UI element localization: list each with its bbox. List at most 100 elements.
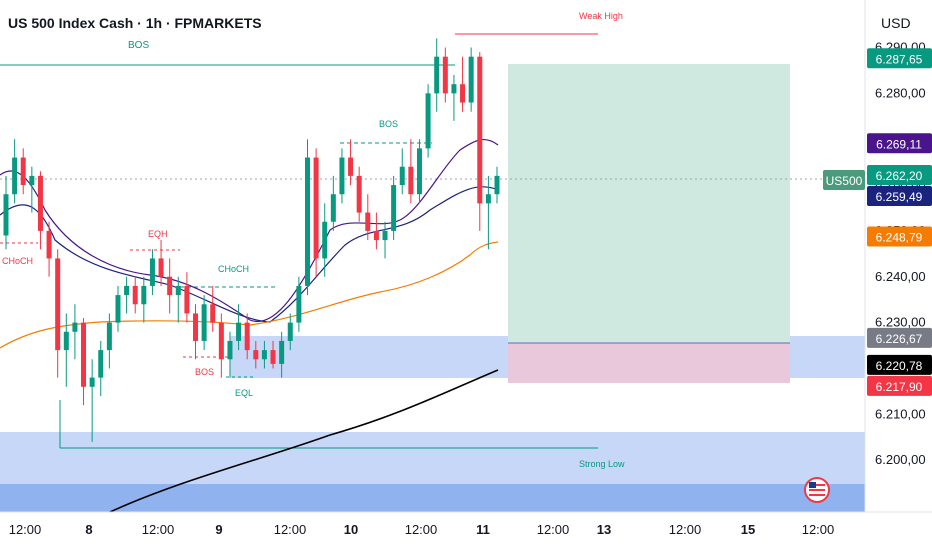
candle-body (46, 230, 52, 259)
candle-body (356, 175, 362, 213)
price-label-bg (867, 375, 932, 396)
candle-body (365, 212, 371, 231)
ema-mid-line (0, 138, 499, 323)
symbol-tag-bg (823, 170, 865, 190)
target-zone (508, 64, 790, 343)
candle-body (399, 166, 405, 186)
annotation-eqh: EQH (148, 229, 168, 239)
price-label: 6.287,65 (876, 52, 923, 66)
candle-body (29, 175, 35, 186)
candle-body (210, 304, 216, 323)
price-label: 6.217,90 (876, 380, 923, 394)
candle-body (373, 230, 379, 241)
candle-body (408, 166, 414, 195)
x-tick-label: 15 (741, 522, 755, 537)
price-label: 6.220,78 (876, 359, 923, 373)
x-tick-label: 8 (85, 522, 92, 537)
candle-body (63, 331, 69, 351)
x-tick-label: 10 (344, 522, 358, 537)
candle-body (485, 194, 491, 204)
candle-body (175, 285, 181, 296)
candle-body (339, 157, 345, 195)
candle-body (3, 194, 9, 236)
candle-body (382, 230, 388, 241)
candle-body (391, 185, 397, 231)
candle-body (124, 285, 130, 296)
ema-long-line (109, 369, 499, 513)
demand-zone-bottom (0, 484, 865, 512)
price-label-bg (867, 164, 932, 185)
candle-body (167, 276, 173, 296)
candle-body (37, 175, 43, 231)
annotation-weak-high: Weak High (579, 11, 623, 21)
candle-body (304, 157, 310, 286)
candle-body (72, 322, 78, 332)
y-tick-label: 6.210,00 (875, 406, 926, 421)
candle-body (12, 157, 18, 195)
candle-body (348, 157, 354, 176)
candle-body (89, 377, 95, 387)
candle-body (20, 157, 26, 186)
x-tick-label: 12:00 (9, 522, 42, 537)
candle-body (184, 285, 190, 314)
candle-body (106, 322, 112, 351)
candle-body (270, 350, 276, 364)
candle-body (494, 175, 500, 195)
candle-body (279, 340, 285, 364)
x-tick-label: 11 (476, 522, 490, 537)
candle-body (236, 322, 242, 341)
annotation-choch: CHoCH (218, 264, 249, 274)
price-label: 6.269,11 (876, 137, 922, 151)
candle-body (55, 258, 61, 351)
x-tick-label: 12:00 (802, 522, 835, 537)
candle-body (330, 194, 336, 222)
candle-body (253, 350, 259, 360)
candle-body (98, 350, 104, 378)
price-label-bg (867, 133, 932, 154)
x-tick-label: 9 (215, 522, 222, 537)
candle-body (81, 322, 87, 387)
annotation-strong-low: Strong Low (579, 459, 625, 469)
annotation-bos-top: BOS (128, 40, 149, 51)
us-flag-icon[interactable] (804, 477, 830, 503)
x-tick-label: 12:00 (537, 522, 570, 537)
x-ticks-group: 12:00 8 12:00 9 12:00 10 12:00 11 12:00 13 12:00 15… (9, 522, 835, 537)
price-label-bg (867, 226, 932, 247)
candle-body (287, 322, 293, 341)
annotation-choch-left: CHoCH (2, 256, 33, 266)
y-tick-label: 6.230,00 (875, 315, 926, 330)
candle-body (218, 322, 224, 360)
y-tick-label: 6.200,00 (875, 452, 926, 467)
price-label: 6.226,67 (876, 332, 923, 346)
candle-body (296, 285, 302, 323)
price-label-bg (867, 327, 932, 348)
currency-label: USD (881, 15, 911, 31)
candle-body (313, 157, 319, 259)
candle-body (227, 340, 233, 360)
candle-body (468, 56, 474, 103)
candle-body (201, 304, 207, 341)
chart-title: US 500 Index Cash · 1h · FPMARKETS (8, 15, 262, 31)
annotation-eql: EQL (235, 388, 253, 398)
x-tick-label: 12:00 (669, 522, 702, 537)
candle-body (477, 56, 483, 204)
price-label-bg (867, 48, 932, 69)
x-tick-label: 12:00 (142, 522, 175, 537)
candle-body (193, 313, 199, 341)
candle-body (149, 258, 155, 286)
symbol-tag: US500 (826, 174, 863, 188)
price-label: 6.248,79 (876, 230, 923, 244)
candle-body (261, 350, 267, 360)
price-label: 6.262,20 (876, 169, 923, 183)
price-label: 6.259,49 (876, 190, 923, 204)
candle-body (425, 93, 431, 149)
x-tick-label: 12:00 (274, 522, 307, 537)
price-labels-group: 6.287,65 6.269,11 6.262,20 6.259,49 6.248,79… (867, 48, 932, 396)
candle-body (132, 285, 138, 305)
x-tick-label: 13 (597, 522, 611, 537)
candle-body (451, 84, 457, 94)
y-tick-label: 6.280,00 (875, 85, 926, 100)
candle-body (115, 295, 121, 323)
stop-zone (508, 343, 790, 383)
